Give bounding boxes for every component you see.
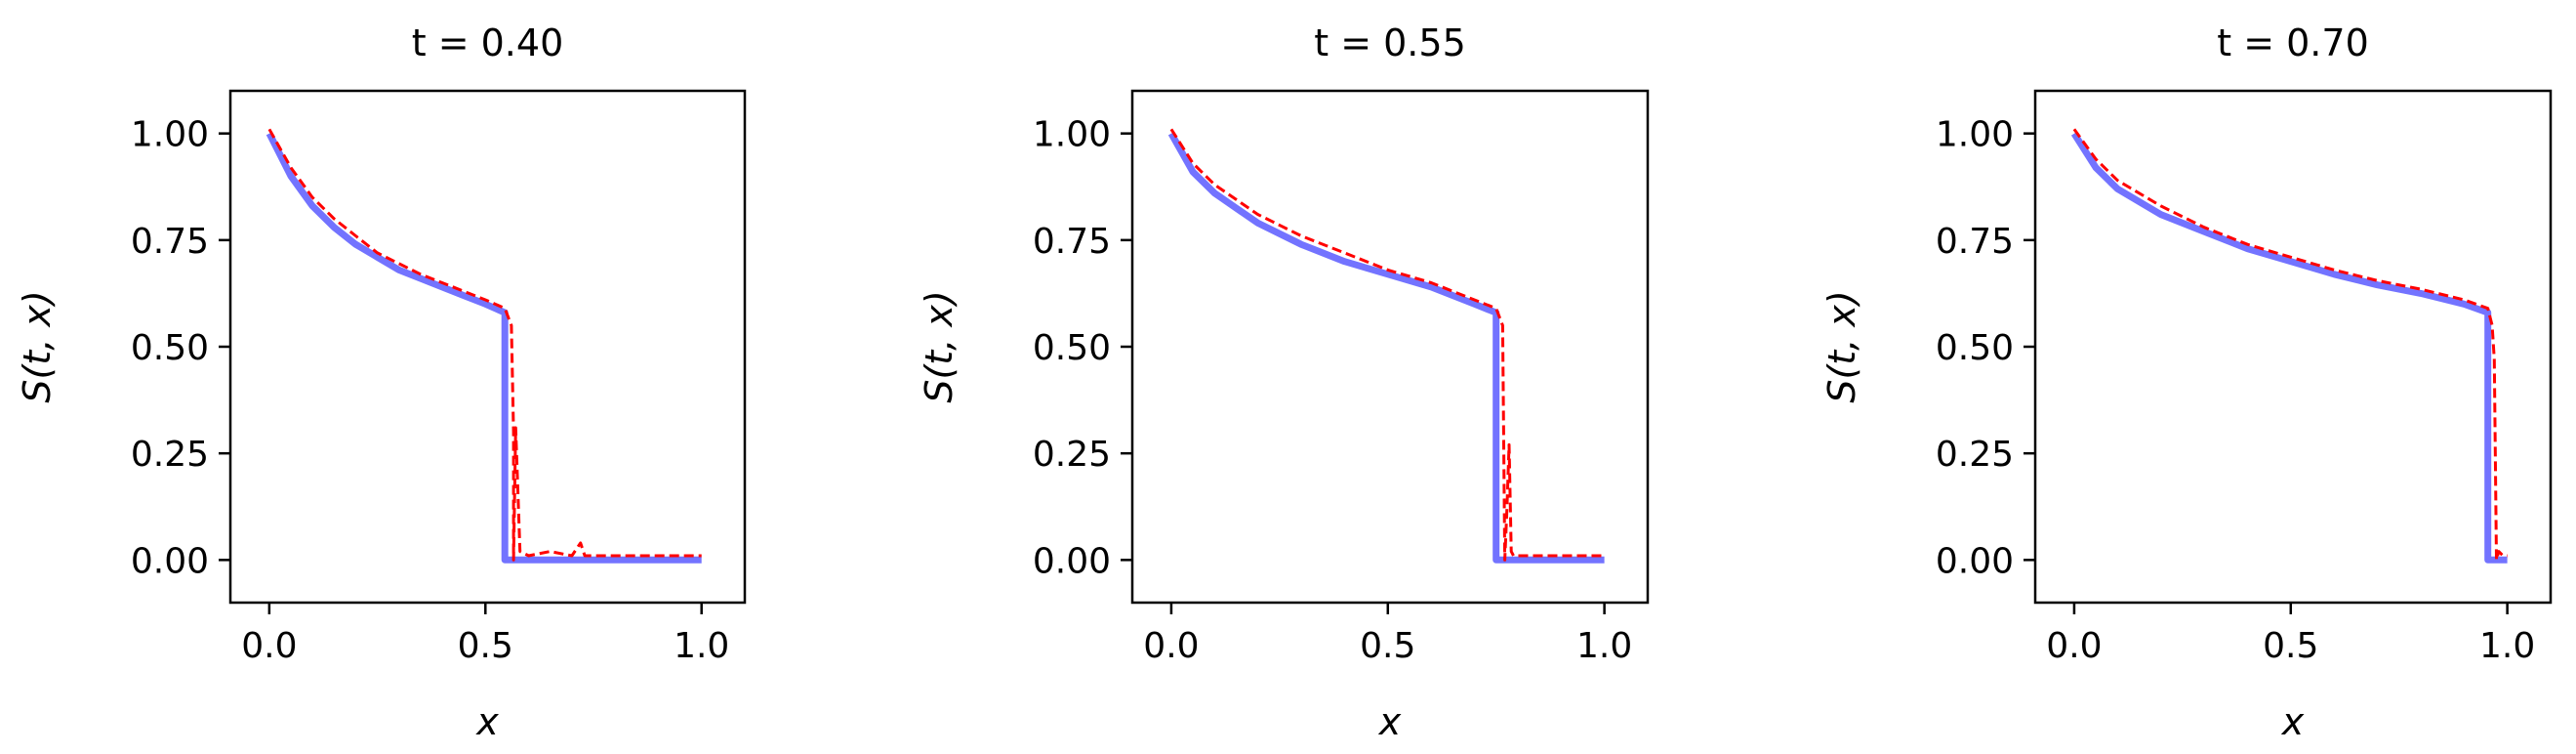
x-tick-label: 0.5 — [458, 626, 513, 666]
x-tick-label: 1.0 — [674, 626, 729, 666]
x-axis-label: x — [475, 700, 499, 743]
y-tick-label: 1.00 — [131, 115, 209, 155]
x-tick-label: 0.5 — [2263, 626, 2318, 666]
chart-title: t = 0.70 — [2217, 21, 2369, 64]
series-line-1 — [266, 132, 702, 564]
y-tick-label: 1.00 — [1033, 115, 1111, 155]
y-tick-label: 0.50 — [131, 328, 209, 368]
axes-frame — [228, 89, 747, 605]
y-tick-label: 0.75 — [1936, 222, 2014, 262]
y-tick-label: 0.00 — [1936, 541, 2014, 581]
y-tick-label: 0.00 — [131, 541, 209, 581]
y-tick-label: 0.25 — [1936, 435, 2014, 475]
y-tick-label: 0.75 — [131, 222, 209, 262]
chart-panel-1: 0.0 0.5 1.0 0.00 0.25 0.50 0.75 1.00 x S(t, x) t =… — [16, 21, 747, 743]
series-line-2 — [2072, 128, 2508, 562]
y-tick-label: 0.50 — [1936, 328, 2014, 368]
series-line-1 — [2070, 131, 2508, 564]
y-tick-label: 0.25 — [131, 435, 209, 475]
y-axis-label: S(t, x) — [1820, 290, 1863, 402]
y-tick-label: 0.75 — [1033, 222, 1111, 262]
axes-frame — [1130, 89, 1650, 605]
axes-frame — [2033, 89, 2553, 605]
x-tick-label: 0.0 — [2046, 626, 2102, 666]
y-axis-label: S(t, x) — [16, 290, 59, 402]
x-tick-label: 0.5 — [1360, 626, 1415, 666]
x-axis-label: x — [2281, 700, 2305, 743]
y-tick-label: 1.00 — [1936, 115, 2014, 155]
x-tick-label: 0.0 — [1143, 626, 1199, 666]
series-line-2 — [267, 128, 702, 562]
chart-title: t = 0.40 — [412, 21, 564, 64]
series-line-2 — [1169, 128, 1605, 562]
series-line-1 — [1167, 131, 1605, 564]
x-tick-label: 1.0 — [1576, 626, 1632, 666]
x-tick-label: 1.0 — [2479, 626, 2535, 666]
x-axis-label: x — [1378, 700, 1402, 743]
y-tick-label: 0.50 — [1033, 328, 1111, 368]
chart-title: t = 0.55 — [1314, 21, 1466, 64]
x-tick-label: 0.0 — [241, 626, 297, 666]
chart-panel-2: 0.0 0.5 1.0 0.00 0.25 0.50 0.75 1.00 x S(t, x) t =… — [918, 21, 1650, 743]
y-tick-label: 0.00 — [1033, 541, 1111, 581]
chart-panel-3: 0.0 0.5 1.0 0.00 0.25 0.50 0.75 1.00 x S(t, x) t =… — [1820, 21, 2553, 743]
y-axis-label: S(t, x) — [918, 290, 961, 402]
y-tick-label: 0.25 — [1033, 435, 1111, 475]
